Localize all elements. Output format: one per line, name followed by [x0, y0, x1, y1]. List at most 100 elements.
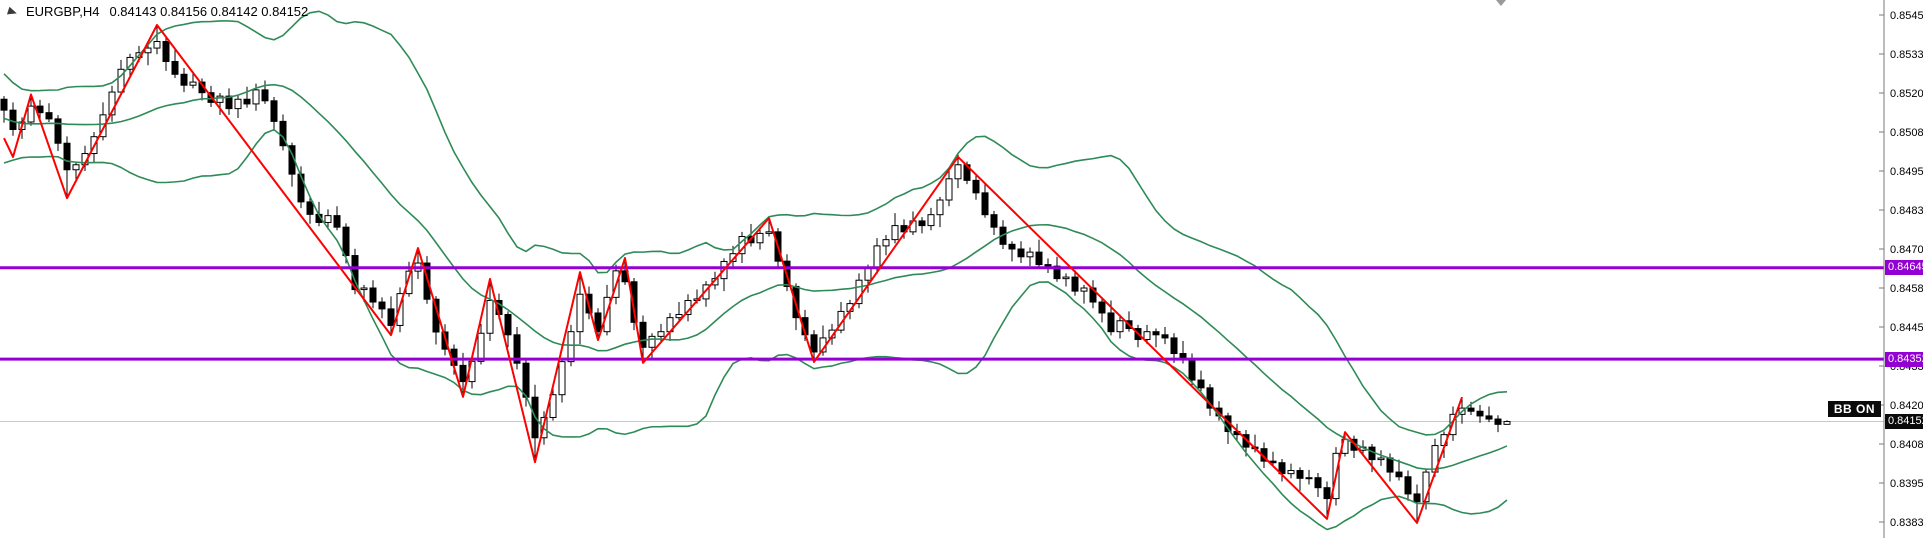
candle-body	[648, 335, 656, 348]
candle-body	[504, 314, 512, 336]
candle-body	[108, 91, 116, 116]
axis-label: 0.84955	[1890, 166, 1923, 178]
candle-body	[567, 331, 575, 363]
candle-body	[1116, 320, 1124, 333]
symbol-period-label: EURGBP,H4	[26, 3, 100, 19]
candle-body	[882, 239, 890, 247]
candles	[0, 24, 1511, 523]
candle-body	[27, 105, 35, 123]
candle-body	[99, 114, 107, 138]
candle-body	[1008, 243, 1016, 250]
axis-label: 0.84455	[1890, 322, 1923, 334]
candle-body	[513, 334, 521, 364]
axis-label: 0.85455	[1890, 10, 1923, 22]
candle-body	[180, 73, 188, 86]
candle-body	[0, 98, 8, 111]
candle-body	[891, 225, 899, 241]
candle-body	[765, 231, 773, 234]
candle-body	[990, 214, 998, 228]
candle-body	[1413, 493, 1421, 503]
candle-body	[1386, 457, 1394, 473]
candle-body	[297, 173, 305, 203]
candle-body	[45, 112, 53, 120]
candle-body	[225, 95, 233, 110]
candle-body	[369, 287, 377, 303]
candle-body	[576, 293, 584, 333]
current-price-tag: 0.84152	[1885, 414, 1923, 429]
candle-body	[396, 293, 404, 326]
candle-body	[729, 253, 737, 262]
candle-body	[1305, 477, 1313, 480]
symbol-title: EURGBP,H4 0.84143 0.84156 0.84142 0.8415…	[6, 3, 308, 19]
candle-body	[522, 362, 530, 398]
candle-body	[387, 308, 395, 326]
last-bar-marker-icon	[1496, 0, 1506, 6]
candle-body	[1170, 337, 1178, 355]
candle-body	[1062, 276, 1070, 280]
candle-body	[144, 47, 152, 54]
candle-body	[873, 245, 881, 269]
candle-body	[252, 89, 260, 105]
candle-body	[1395, 471, 1403, 478]
candle-body	[1107, 312, 1115, 333]
candle-body	[981, 192, 989, 216]
bollinger-upper-band	[3, 10, 1508, 436]
candle-body	[945, 178, 953, 201]
candle-body	[270, 100, 278, 122]
candle-body	[1503, 421, 1511, 425]
candle-body	[630, 281, 638, 323]
bb-toggle-button[interactable]: BB ON	[1827, 401, 1881, 417]
candle-body	[261, 89, 269, 102]
candle-body	[1044, 264, 1052, 267]
candle-body	[171, 60, 179, 75]
candle-body	[1026, 251, 1034, 258]
candle-body	[360, 287, 368, 291]
candle-body	[1053, 265, 1061, 280]
candle-body	[954, 164, 962, 180]
candle-body	[558, 361, 566, 396]
candle-body	[1494, 418, 1502, 425]
candle-body	[1485, 415, 1493, 420]
candle-body	[9, 109, 17, 131]
candle-body	[117, 68, 125, 93]
candle-body	[1161, 334, 1169, 339]
candle-body	[756, 232, 764, 244]
zigzag-line	[3, 23, 1463, 524]
candle-body	[1314, 477, 1322, 489]
candle-body	[657, 331, 665, 337]
candle-body	[153, 41, 161, 49]
candle-body	[1035, 251, 1043, 266]
axis-label: 0.84705	[1890, 244, 1923, 256]
candle-body	[1323, 487, 1331, 500]
axis-label: 0.85205	[1890, 88, 1923, 100]
candle-body	[1071, 276, 1079, 292]
candle-body	[972, 179, 980, 194]
candle-body	[810, 334, 818, 353]
candle-body	[243, 98, 251, 105]
candle-body	[1404, 476, 1412, 495]
candle-body	[936, 199, 944, 216]
candle-body	[864, 267, 872, 281]
candle-body	[1080, 287, 1088, 292]
candle-body	[189, 81, 197, 86]
candle-body	[306, 201, 314, 215]
candle-body	[1152, 331, 1160, 336]
candle-body	[333, 215, 341, 228]
axis-label: 0.83955	[1890, 478, 1923, 490]
candle-body	[1377, 457, 1385, 461]
candle-body	[342, 226, 350, 257]
candle-body	[1287, 470, 1295, 475]
candle-body	[1143, 331, 1151, 340]
candle-body	[216, 95, 224, 103]
candle-body	[63, 142, 71, 171]
candle-body	[459, 364, 467, 383]
candle-body	[1197, 379, 1205, 389]
candle-body	[162, 41, 170, 62]
